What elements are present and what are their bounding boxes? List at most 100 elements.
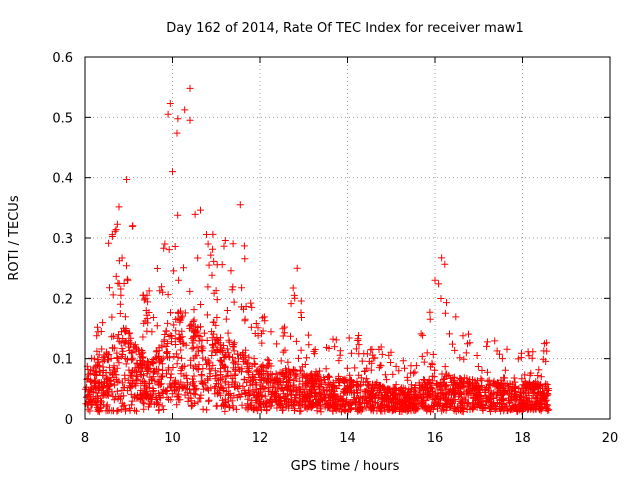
data-point xyxy=(127,372,135,380)
data-point xyxy=(249,371,257,379)
data-point xyxy=(227,372,235,380)
data-point xyxy=(527,369,535,377)
data-point xyxy=(194,398,202,406)
data-point xyxy=(518,384,526,392)
data-point xyxy=(170,380,178,388)
data-point xyxy=(163,393,171,401)
data-point xyxy=(121,313,129,321)
data-point xyxy=(543,392,551,399)
data-point xyxy=(253,392,261,399)
data-point xyxy=(217,357,225,365)
data-point xyxy=(532,394,540,402)
data-point xyxy=(114,279,122,287)
data-point xyxy=(300,388,308,396)
data-point xyxy=(451,380,459,388)
data-point xyxy=(247,299,255,307)
data-point xyxy=(98,384,106,391)
data-point xyxy=(217,365,224,373)
data-point xyxy=(324,404,332,412)
data-point xyxy=(222,398,230,406)
data-point xyxy=(437,385,445,393)
data-point xyxy=(208,352,216,359)
data-point xyxy=(405,401,413,409)
data-point xyxy=(111,366,118,374)
data-point xyxy=(112,272,120,280)
data-point xyxy=(263,397,271,405)
data-point xyxy=(156,392,164,399)
data-point xyxy=(167,370,175,378)
data-point xyxy=(178,383,186,391)
data-point xyxy=(240,355,248,363)
data-point xyxy=(444,395,452,403)
data-point xyxy=(345,334,353,342)
data-point xyxy=(255,367,263,375)
data-point xyxy=(422,386,429,394)
data-point xyxy=(239,350,247,358)
data-point xyxy=(116,310,124,317)
data-point xyxy=(484,397,492,405)
data-point xyxy=(375,364,383,372)
data-point xyxy=(530,380,538,388)
ticks-layer xyxy=(84,56,611,420)
data-point xyxy=(483,338,491,346)
data-point xyxy=(483,342,491,350)
data-point xyxy=(514,406,522,414)
data-point xyxy=(251,330,259,337)
data-point xyxy=(199,379,207,387)
data-point xyxy=(265,374,273,382)
data-point xyxy=(140,359,148,367)
data-point xyxy=(126,404,134,412)
data-point xyxy=(238,368,245,376)
data-point xyxy=(181,106,189,114)
data-point xyxy=(387,398,395,406)
data-point xyxy=(266,387,274,395)
data-point xyxy=(452,313,460,321)
data-point xyxy=(250,406,258,414)
data-point xyxy=(164,340,172,348)
data-point xyxy=(220,242,228,250)
data-point xyxy=(107,355,115,362)
data-point xyxy=(375,345,383,353)
data-point xyxy=(297,367,305,375)
data-point xyxy=(305,402,313,410)
data-point xyxy=(446,403,454,411)
data-point xyxy=(291,294,299,302)
data-point xyxy=(343,364,351,372)
data-point xyxy=(145,365,152,373)
data-point xyxy=(127,390,135,398)
data-point xyxy=(297,297,305,305)
data-point xyxy=(150,400,158,408)
data-point xyxy=(137,371,145,379)
data-point xyxy=(198,336,206,344)
data-point xyxy=(524,388,532,396)
data-point xyxy=(458,382,466,390)
data-point xyxy=(220,342,228,349)
data-point xyxy=(330,403,338,411)
data-point xyxy=(113,220,121,228)
data-point xyxy=(209,361,217,369)
data-point xyxy=(149,390,157,398)
data-point xyxy=(225,338,233,346)
data-point xyxy=(217,376,224,383)
data-point xyxy=(277,357,285,365)
data-point xyxy=(499,391,507,399)
data-point xyxy=(353,389,361,396)
data-point xyxy=(268,391,275,399)
data-point xyxy=(151,367,159,375)
data-point xyxy=(189,364,197,372)
data-point xyxy=(348,349,355,357)
data-point xyxy=(428,377,436,385)
data-point xyxy=(256,381,264,389)
data-point xyxy=(484,377,492,385)
data-point xyxy=(158,360,166,368)
data-point xyxy=(433,380,441,388)
data-point xyxy=(230,347,238,355)
data-point xyxy=(224,367,232,375)
data-point xyxy=(522,381,530,389)
data-point xyxy=(383,402,391,410)
data-point xyxy=(353,394,361,402)
data-point xyxy=(319,396,326,404)
data-point xyxy=(430,398,438,406)
data-point xyxy=(370,404,378,412)
data-point xyxy=(95,407,103,414)
